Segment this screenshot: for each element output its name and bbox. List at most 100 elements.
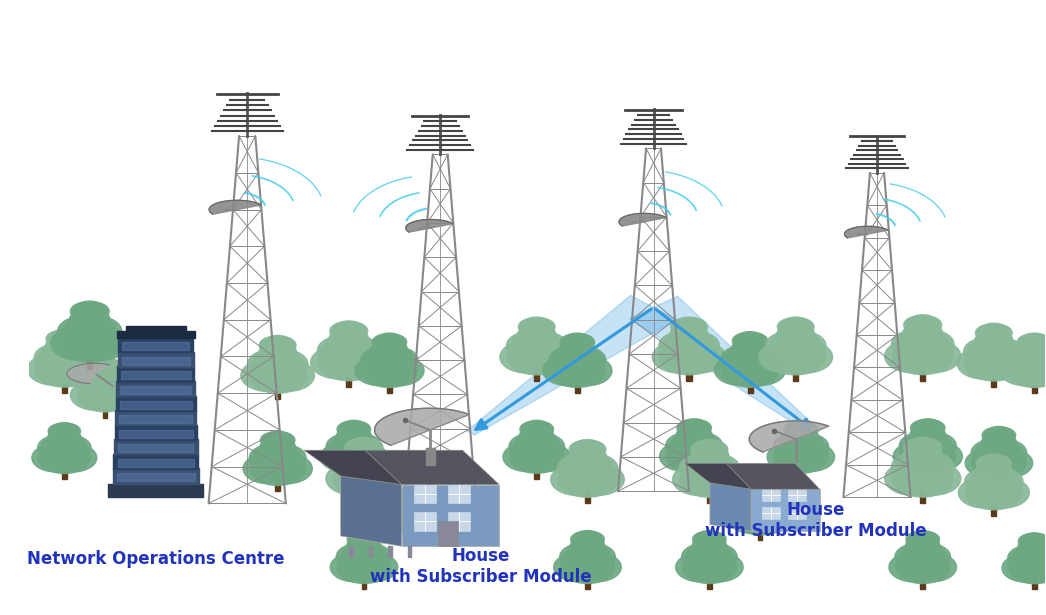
Circle shape — [976, 455, 1003, 472]
Circle shape — [670, 319, 699, 335]
Circle shape — [241, 360, 294, 391]
Polygon shape — [844, 226, 888, 238]
Circle shape — [46, 331, 74, 347]
Circle shape — [509, 440, 564, 474]
Circle shape — [685, 420, 711, 436]
Bar — [126, 326, 186, 331]
Polygon shape — [341, 476, 402, 546]
Polygon shape — [726, 464, 820, 489]
Bar — [346, 372, 351, 387]
Circle shape — [519, 319, 546, 335]
Circle shape — [734, 355, 786, 386]
Circle shape — [374, 347, 417, 373]
Circle shape — [660, 339, 719, 375]
Bar — [758, 528, 763, 540]
Polygon shape — [749, 421, 828, 452]
Circle shape — [339, 322, 368, 339]
Circle shape — [786, 319, 814, 335]
Circle shape — [964, 468, 1009, 495]
Circle shape — [72, 301, 107, 322]
Circle shape — [522, 442, 570, 472]
Circle shape — [521, 341, 573, 373]
Circle shape — [248, 357, 308, 393]
Bar — [438, 520, 458, 546]
Bar — [788, 507, 805, 520]
Circle shape — [69, 308, 110, 333]
Circle shape — [349, 552, 397, 582]
Circle shape — [679, 442, 729, 471]
Bar — [448, 485, 470, 504]
Circle shape — [81, 370, 129, 399]
Polygon shape — [467, 295, 677, 435]
Circle shape — [787, 442, 835, 472]
Bar — [62, 466, 67, 479]
Circle shape — [776, 323, 815, 347]
Bar — [926, 465, 930, 479]
Circle shape — [906, 532, 932, 547]
Bar — [118, 337, 194, 352]
Circle shape — [786, 434, 828, 459]
Bar — [426, 448, 434, 465]
Circle shape — [964, 346, 1023, 381]
Circle shape — [691, 536, 727, 558]
Circle shape — [680, 462, 738, 498]
Circle shape — [686, 542, 733, 571]
Circle shape — [701, 532, 726, 547]
Circle shape — [27, 354, 81, 385]
Circle shape — [374, 355, 424, 386]
Circle shape — [679, 432, 723, 459]
Circle shape — [50, 423, 78, 440]
Circle shape — [746, 498, 786, 522]
Circle shape — [518, 323, 556, 347]
Circle shape — [88, 359, 114, 375]
Circle shape — [262, 350, 308, 378]
Circle shape — [570, 536, 606, 558]
Circle shape — [522, 420, 551, 438]
Bar — [535, 466, 539, 479]
Circle shape — [563, 355, 612, 386]
Circle shape — [346, 536, 382, 558]
Circle shape — [1006, 347, 1046, 373]
Bar — [351, 466, 357, 479]
Circle shape — [914, 532, 939, 547]
Circle shape — [1020, 355, 1046, 386]
Polygon shape — [304, 450, 402, 485]
Text: House
with Subscriber Module: House with Subscriber Module — [705, 501, 927, 540]
Circle shape — [682, 544, 725, 569]
Circle shape — [571, 464, 624, 496]
Circle shape — [665, 432, 709, 459]
Bar — [113, 469, 199, 483]
Circle shape — [767, 442, 816, 472]
Circle shape — [900, 432, 943, 459]
Circle shape — [738, 497, 781, 523]
Circle shape — [984, 426, 1014, 444]
Bar — [119, 415, 192, 423]
Circle shape — [258, 342, 297, 365]
Circle shape — [39, 343, 90, 373]
Circle shape — [329, 322, 359, 339]
Bar — [115, 410, 197, 426]
Circle shape — [714, 355, 766, 386]
Circle shape — [970, 467, 1019, 496]
Circle shape — [963, 338, 1010, 366]
Circle shape — [693, 464, 746, 496]
Circle shape — [673, 464, 726, 496]
Circle shape — [670, 431, 719, 460]
Circle shape — [73, 327, 129, 360]
Circle shape — [975, 330, 1014, 353]
Circle shape — [509, 434, 551, 459]
Circle shape — [572, 531, 602, 549]
Polygon shape — [374, 408, 470, 445]
Circle shape — [911, 420, 937, 436]
Circle shape — [1007, 546, 1046, 570]
Bar — [116, 395, 196, 411]
Circle shape — [326, 434, 369, 459]
Circle shape — [365, 346, 413, 375]
Circle shape — [337, 551, 391, 584]
Circle shape — [341, 542, 387, 571]
Circle shape — [322, 335, 376, 367]
Circle shape — [773, 434, 816, 459]
Circle shape — [252, 349, 303, 379]
Circle shape — [50, 444, 97, 472]
Circle shape — [558, 462, 617, 498]
